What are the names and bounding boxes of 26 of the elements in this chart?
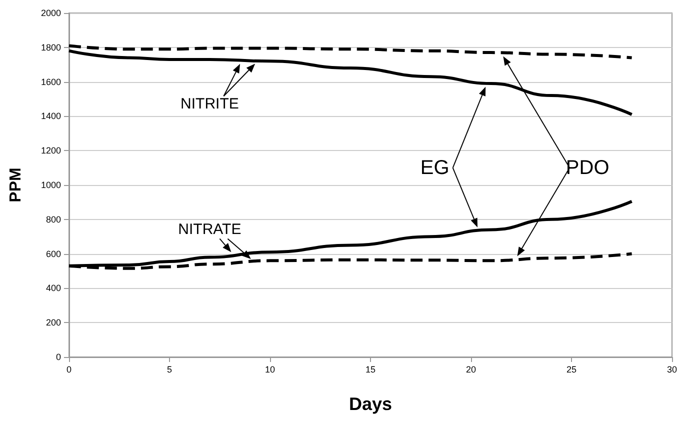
annotation: NITRITE bbox=[180, 96, 239, 113]
x-tick-label: 5 bbox=[166, 364, 172, 374]
x-tick-label: 10 bbox=[264, 364, 276, 374]
line-series bbox=[68, 49, 634, 116]
annotation: EG bbox=[420, 156, 450, 179]
x-axis-title: Days bbox=[348, 394, 392, 414]
annotation: NITRATE bbox=[178, 221, 242, 238]
x-tick-label: 15 bbox=[365, 364, 376, 374]
y-tick-label: 400 bbox=[46, 283, 61, 294]
y-axis-title: PPM bbox=[8, 168, 24, 202]
y-tick-label: 1000 bbox=[40, 180, 61, 190]
y-tick-label: 1200 bbox=[40, 146, 61, 156]
x-tick-label: 20 bbox=[466, 364, 476, 374]
x-tick-label: 0 bbox=[66, 364, 72, 374]
annotation: PDO bbox=[566, 156, 610, 179]
y-tick-label: 0 bbox=[56, 352, 61, 362]
y-tick-label: 200 bbox=[46, 318, 61, 328]
y-tick-label: 2000 bbox=[40, 8, 61, 18]
y-tick-label: 1800 bbox=[40, 42, 61, 52]
y-tick-label: 800 bbox=[46, 214, 61, 224]
x-tick-label: 25 bbox=[566, 364, 577, 374]
x-tick-label: 30 bbox=[666, 364, 678, 374]
y-tick-label: 1600 bbox=[40, 76, 61, 87]
y-tick-label: 1400 bbox=[40, 111, 61, 122]
line-series bbox=[68, 44, 634, 60]
y-tick-label: 600 bbox=[46, 248, 61, 259]
